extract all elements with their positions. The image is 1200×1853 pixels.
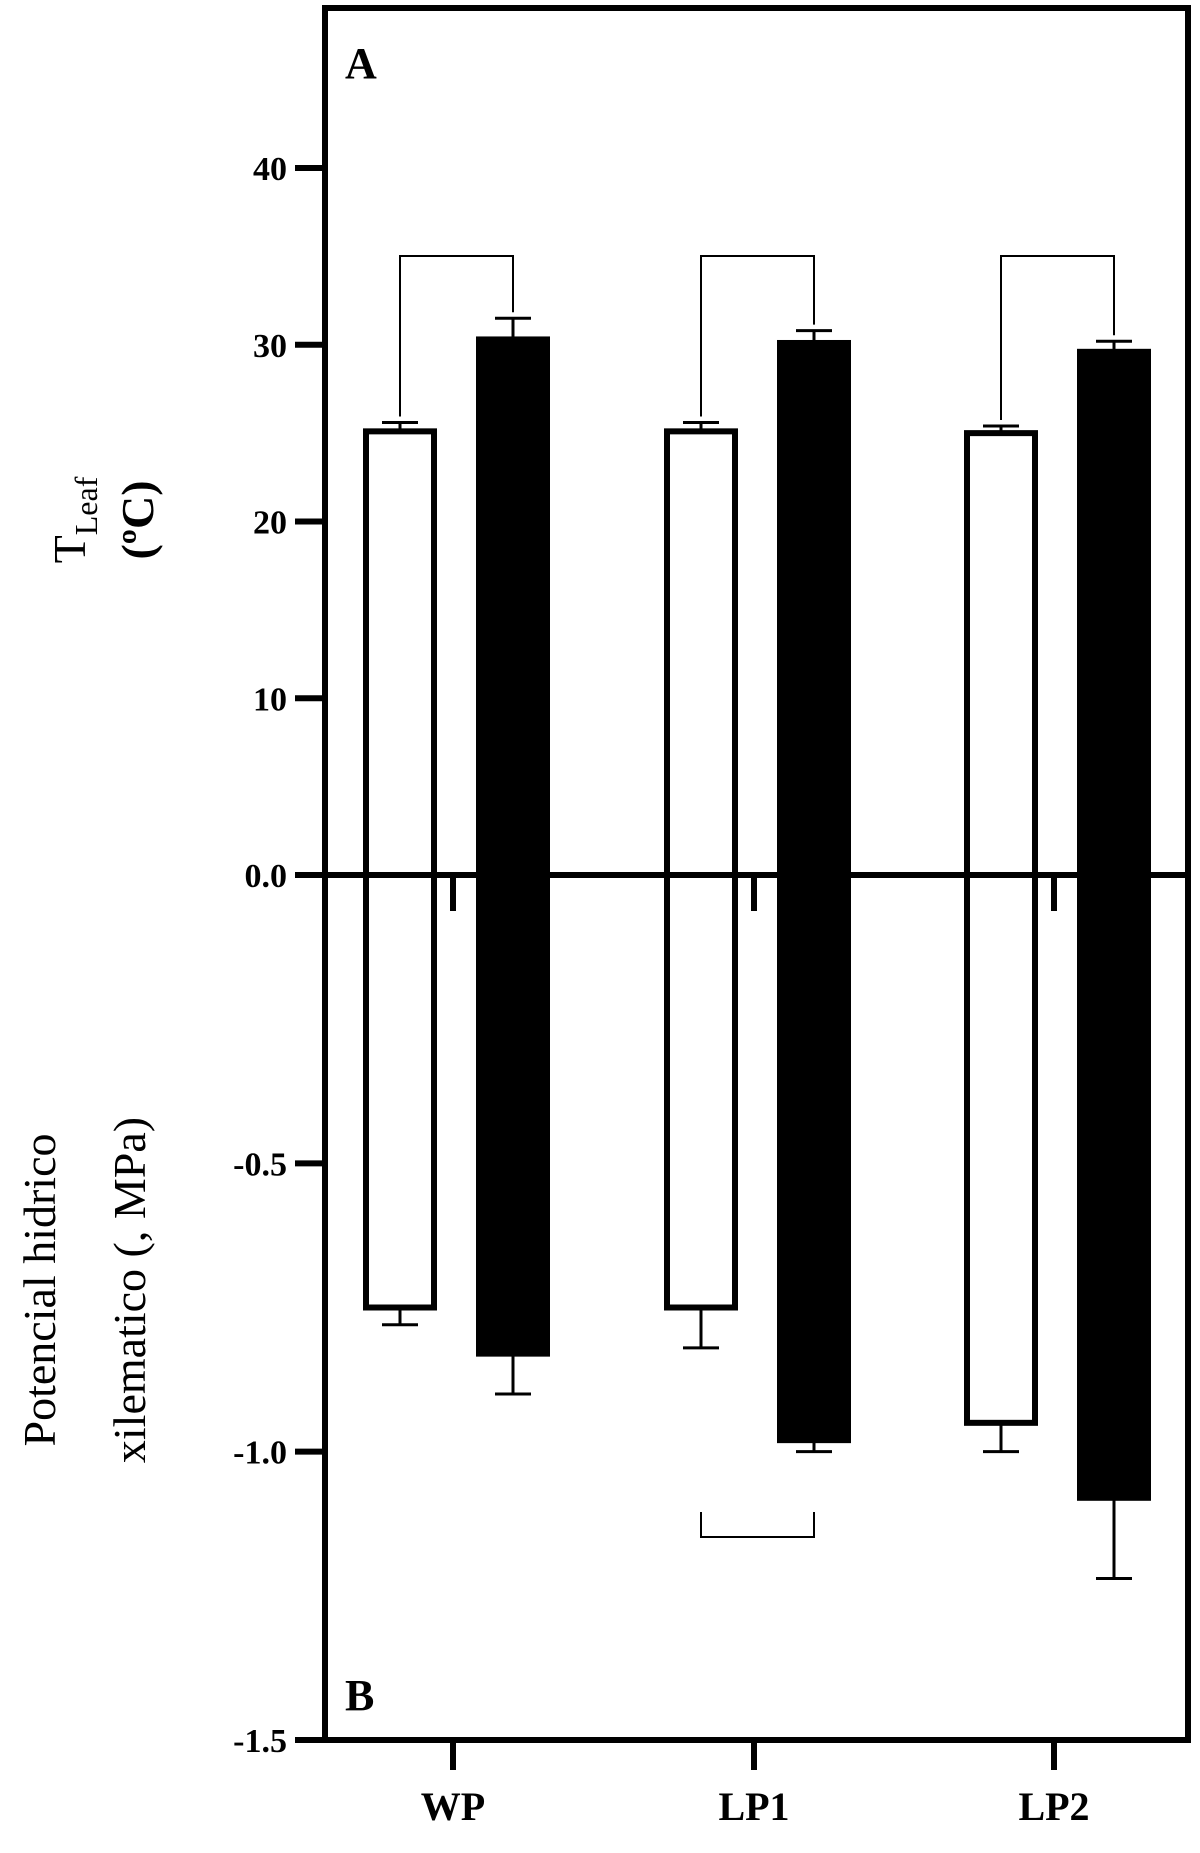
category-label: LP1 <box>718 1784 789 1829</box>
y-tick-label-a: 0.0 <box>245 858 288 895</box>
bar-b <box>667 875 735 1308</box>
bar-a <box>967 433 1035 875</box>
category-label: WP <box>421 1784 485 1829</box>
y-tick-label-a: 30 <box>253 328 287 365</box>
bar-a <box>1080 352 1148 875</box>
bar-a <box>479 339 547 875</box>
y-axis-title-a-main: TLeaf <box>44 476 104 563</box>
bar-b <box>967 875 1035 1423</box>
bar-a <box>780 343 848 875</box>
bars <box>366 256 1148 1579</box>
panel-label-a: A <box>345 39 377 88</box>
y-axis-title-a: TLeaf (ºC) <box>44 476 163 563</box>
bar-b <box>366 875 434 1308</box>
y-tick-label-b: -1.0 <box>233 1435 287 1472</box>
y-tick-label-a: 40 <box>253 151 287 188</box>
y-tick-label-b: -0.5 <box>233 1146 287 1183</box>
y-tick-label-a: 10 <box>253 681 287 718</box>
y-axis-title-b-line1: Potencial hidrico <box>14 1134 65 1447</box>
y-axis-title-b-line2: xilematico (, MPa) <box>104 1117 155 1463</box>
significance-bracket-b <box>701 1512 814 1537</box>
bar-b <box>1080 875 1148 1498</box>
labels: 0.0 10 20 30 40 -1.5 -1.0 -0.5 WP LP1 LP2 A B TLeaf (º… <box>14 39 1090 1829</box>
category-label: LP2 <box>1018 1784 1089 1829</box>
y-axis-title-a-unit: (ºC) <box>112 480 163 559</box>
y-axis-title-b: Potencial hidrico xilematico (, MPa) <box>14 1117 155 1463</box>
y-tick-label-b: -1.5 <box>233 1723 287 1760</box>
y-tick-label-a: 20 <box>253 505 287 542</box>
bar-b <box>479 875 547 1354</box>
bar-a <box>366 431 434 875</box>
bar-a <box>667 431 735 875</box>
panel-label-b: B <box>345 1671 374 1720</box>
bar-b <box>780 875 848 1440</box>
